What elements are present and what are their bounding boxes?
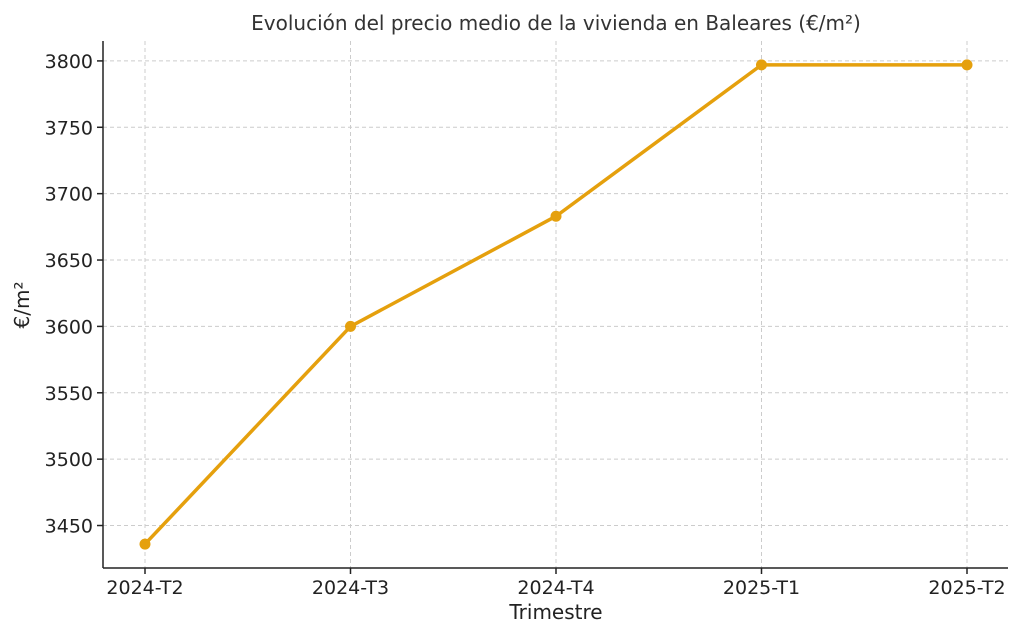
data-point xyxy=(139,538,151,550)
series-line xyxy=(143,63,967,546)
data-point xyxy=(345,320,356,332)
x-axis-ticks: 2024-T2 2024-T3 2024-T4 2025-T1 2025-T2 xyxy=(106,568,1006,599)
data-point xyxy=(550,210,562,222)
y-tick-label: 3800 xyxy=(45,51,93,73)
x-tick-label: 2025-T1 xyxy=(723,577,800,599)
data-point xyxy=(961,59,973,71)
x-tick-label: 2025-T2 xyxy=(928,577,1005,599)
series xyxy=(139,59,973,550)
y-tick-label: 3600 xyxy=(45,316,93,338)
data-point xyxy=(756,59,767,71)
y-tick-label: 3700 xyxy=(45,184,93,206)
y-axis-ticks: 3450 3500 3550 3600 3650 3700 3750 3800 xyxy=(45,51,103,538)
y-axis-label: €/m² xyxy=(10,282,34,329)
y-tick-label: 3650 xyxy=(45,250,93,272)
y-tick-label: 3750 xyxy=(45,117,93,139)
grid xyxy=(103,41,1008,568)
y-tick-label: 3550 xyxy=(45,383,93,405)
x-axis-label: Trimestre xyxy=(508,600,602,624)
y-tick-label: 3500 xyxy=(45,449,93,471)
x-tick-label: 2024-T4 xyxy=(517,577,594,599)
x-tick-label: 2024-T2 xyxy=(106,577,183,599)
chart-title: Evolución del precio medio de la viviend… xyxy=(251,11,861,35)
y-tick-label: 3450 xyxy=(45,516,93,538)
x-tick-label: 2024-T3 xyxy=(312,577,389,599)
